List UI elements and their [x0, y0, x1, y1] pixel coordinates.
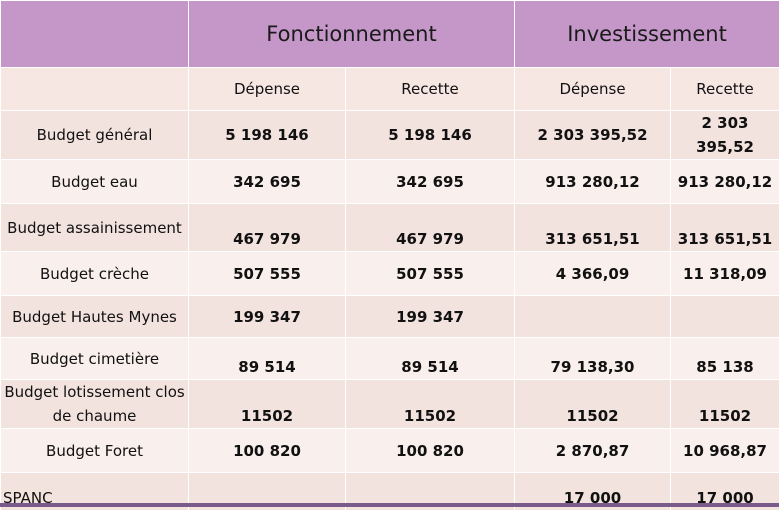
investissement-depense: 913 280,12 — [515, 160, 671, 204]
investissement-recette: 11 318,09 — [671, 252, 779, 296]
fonctionnement-recette: 11502 — [346, 380, 515, 429]
corner-cell — [1, 1, 189, 68]
subheader-f-depense: Dépense — [189, 68, 346, 111]
fonctionnement-recette: 342 695 — [346, 160, 515, 204]
investissement-depense: 2 303 395,52 — [515, 111, 671, 160]
row-label: Budget général — [1, 111, 189, 160]
row-label: Budget assainissement — [1, 204, 189, 252]
subheader-f-recette: Recette — [346, 68, 515, 111]
fonctionnement-depense: 199 347 — [189, 296, 346, 338]
table-row: Budget Foret 100 820 100 820 2 870,87 10… — [1, 429, 779, 473]
table-row: Budget assainissement 467 979 467 979 31… — [1, 204, 779, 252]
header-row: Fonctionnement Investissement — [1, 1, 779, 68]
fonctionnement-recette: 5 198 146 — [346, 111, 515, 160]
fonctionnement-depense: 5 198 146 — [189, 111, 346, 160]
fonctionnement-depense: 507 555 — [189, 252, 346, 296]
row-label: Budget lotissement clos de chaume — [1, 380, 189, 429]
table-row: Budget lotissement clos de chaume 11502 … — [1, 380, 779, 429]
table-row: Budget général 5 198 146 5 198 146 2 303… — [1, 111, 779, 160]
investissement-recette — [671, 296, 779, 338]
subheader-i-recette: Recette — [671, 68, 779, 111]
table-row: Budget eau 342 695 342 695 913 280,12 91… — [1, 160, 779, 204]
fonctionnement-recette: 89 514 — [346, 338, 515, 380]
investissement-depense — [515, 296, 671, 338]
investissement-depense: 79 138,30 — [515, 338, 671, 380]
investissement-recette: 11502 — [671, 380, 779, 429]
fonctionnement-depense: 342 695 — [189, 160, 346, 204]
fonctionnement-recette: 507 555 — [346, 252, 515, 296]
investissement-depense: 2 870,87 — [515, 429, 671, 473]
subheader-empty — [1, 68, 189, 111]
row-label: Budget eau — [1, 160, 189, 204]
fonctionnement-recette: 100 820 — [346, 429, 515, 473]
group-header-fonctionnement: Fonctionnement — [189, 1, 515, 68]
fonctionnement-depense: 89 514 — [189, 338, 346, 380]
investissement-recette: 10 968,87 — [671, 429, 779, 473]
investissement-depense: 313 651,51 — [515, 204, 671, 252]
investissement-recette: 913 280,12 — [671, 160, 779, 204]
row-label: Budget Foret — [1, 429, 189, 473]
fonctionnement-depense: 467 979 — [189, 204, 346, 252]
table-row: Budget cimetière 89 514 89 514 79 138,30… — [1, 338, 779, 380]
investissement-recette: 85 138 — [671, 338, 779, 380]
subheader-row: Dépense Recette Dépense Recette — [1, 68, 779, 111]
subheader-i-depense: Dépense — [515, 68, 671, 111]
fonctionnement-depense: 11502 — [189, 380, 346, 429]
investissement-depense: 11502 — [515, 380, 671, 429]
bottom-border — [0, 503, 779, 507]
fonctionnement-depense: 100 820 — [189, 429, 346, 473]
table-row: Budget crèche 507 555 507 555 4 366,09 1… — [1, 252, 779, 296]
investissement-depense: 4 366,09 — [515, 252, 671, 296]
row-label: Budget crèche — [1, 252, 189, 296]
table-row: Budget Hautes Mynes 199 347 199 347 — [1, 296, 779, 338]
fonctionnement-recette: 467 979 — [346, 204, 515, 252]
row-label: Budget cimetière — [1, 338, 189, 380]
fonctionnement-recette: 199 347 — [346, 296, 515, 338]
investissement-recette: 313 651,51 — [671, 204, 779, 252]
row-label: Budget Hautes Mynes — [1, 296, 189, 338]
investissement-recette: 2 303 395,52 — [671, 111, 779, 160]
group-header-investissement: Investissement — [515, 1, 779, 68]
